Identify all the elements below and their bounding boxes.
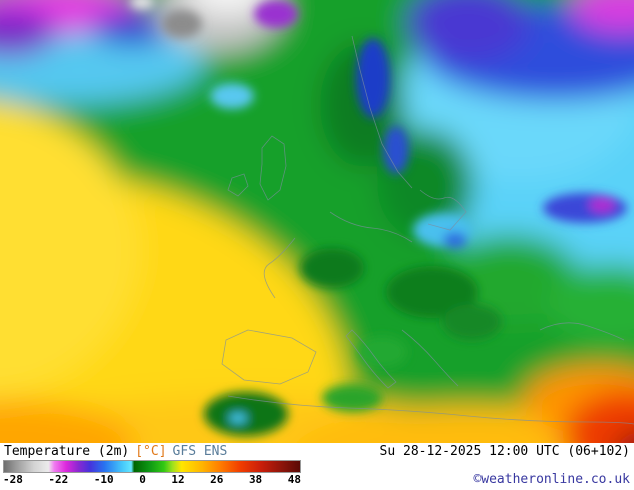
map-title: Temperature (2m) [°C] GFS ENS bbox=[4, 444, 233, 459]
title-unit: [°C] bbox=[135, 444, 167, 459]
tick-label: 26 bbox=[210, 473, 224, 486]
tick-label: 0 bbox=[139, 473, 146, 486]
copyright: ©weatheronline.co.uk bbox=[473, 472, 630, 487]
title-parameter: Temperature (2m) bbox=[4, 444, 130, 459]
coastlines-overlay bbox=[221, 35, 634, 425]
tick-label: 38 bbox=[248, 473, 263, 486]
legend-bar: Temperature (2m) [°C] GFS ENS Su 28-12-202… bbox=[0, 443, 634, 490]
temperature-field-large-blobs bbox=[0, 0, 634, 443]
temperature-map bbox=[0, 0, 634, 443]
tick-label: -22 bbox=[48, 473, 69, 486]
temperature-field-detail-blobs bbox=[130, 0, 627, 436]
colorbar-wrap: -28 -22 -10 0 12 26 38 48 bbox=[3, 460, 301, 486]
colorbar-ticks: -28 -22 -10 0 12 26 38 48 bbox=[3, 474, 301, 486]
tick-label: 48 bbox=[287, 473, 301, 486]
temperature-colorbar bbox=[3, 460, 301, 473]
tick-label: 12 bbox=[171, 473, 185, 486]
temperature-field-svg bbox=[0, 0, 634, 443]
title-model: GFS ENS bbox=[172, 444, 228, 459]
valid-datetime: Su 28-12-2025 12:00 UTC (06+102) bbox=[379, 444, 630, 459]
legend-title-row: Temperature (2m) [°C] GFS ENS Su 28-12-202… bbox=[4, 444, 630, 459]
tick-label: -10 bbox=[93, 473, 114, 486]
tick-label: -28 bbox=[3, 473, 23, 486]
